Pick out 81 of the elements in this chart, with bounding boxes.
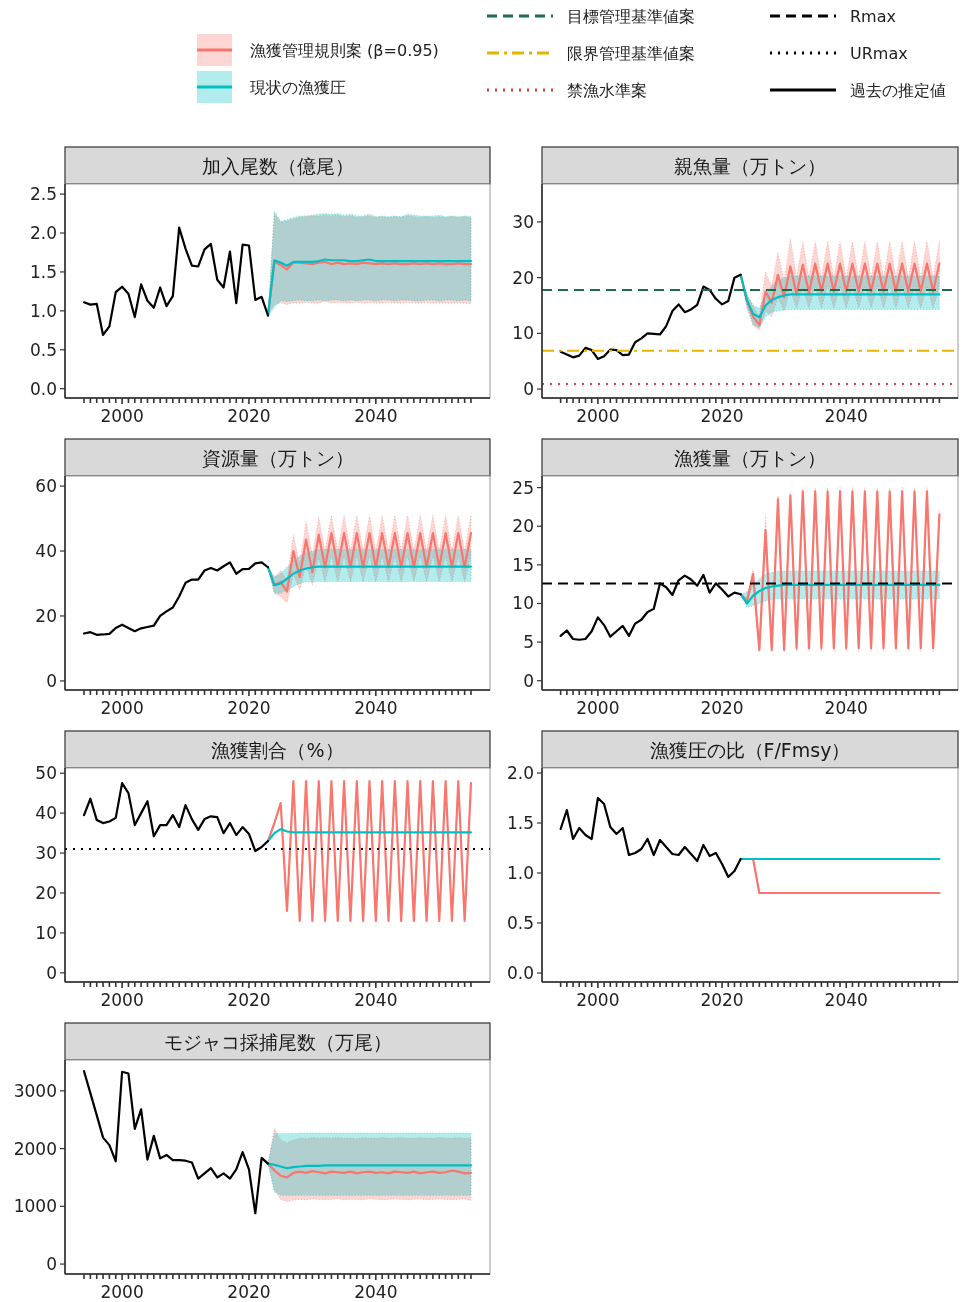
x-tick-label: 2040 [354,406,398,426]
x-tick-label: 2000 [100,406,144,426]
y-tick-label: 1000 [13,1196,57,1217]
y-tick-label: 1.0 [29,300,57,321]
y-tick-label: 0.0 [506,963,534,983]
x-tick-label: 2040 [354,990,398,1010]
x-tick-label: 2000 [100,698,144,718]
legend-label: 漁獲管理規則案 (β=0.95) [250,41,439,60]
y-tick-label: 15 [512,554,534,575]
y-tick-label: 25 [512,477,534,498]
chart-title: 漁獲割合（%） [211,739,344,761]
line-series [739,583,941,605]
x-tick-label: 2020 [700,990,744,1010]
legend-label: 現状の漁獲圧 [250,78,346,97]
chart-title: 加入尾数（億尾） [201,155,354,177]
chart-title: モジャコ採捕尾数（万尾） [163,1031,392,1053]
legend-label: Rmax [850,7,896,26]
x-tick-label: 2040 [824,406,868,426]
y-tick-label: 60 [35,476,57,497]
y-tick-label: 30 [35,843,57,864]
y-tick-label: 20 [35,605,57,626]
x-tick-label: 2020 [227,698,271,718]
y-tick-label: 1.5 [29,261,57,282]
x-tick-label: 2000 [576,406,620,426]
line-series [82,1070,270,1215]
y-tick-label: 10 [35,922,57,943]
y-tick-label: 0 [46,670,57,691]
x-tick-label: 2020 [700,406,744,426]
y-tick-label: 1.5 [506,813,534,833]
x-tick-label: 2020 [227,406,271,426]
x-tick-label: 2040 [824,698,868,718]
y-tick-label: 40 [35,541,57,562]
y-tick-label: 1.0 [506,863,534,883]
y-tick-label: 20 [512,267,534,288]
line-series [559,796,742,879]
y-tick-label: 0 [523,379,534,400]
x-tick-label: 2020 [227,990,271,1010]
x-tick-label: 2020 [227,1282,271,1302]
line-series [82,561,270,636]
legend-label: 禁漁水準案 [567,81,647,100]
legend-label: 過去の推定値 [850,81,946,100]
line-series [266,565,473,587]
chart-title: 資源量（万トン） [201,447,354,469]
y-tick-label: 5 [523,632,534,653]
y-tick-label: 10 [512,593,534,614]
y-tick-label: 2.0 [29,223,57,244]
line-series [739,273,941,319]
y-tick-label: 50 [35,763,57,784]
y-tick-label: 20 [35,882,57,903]
line-series [266,780,473,923]
chart-title: 親魚量（万トン） [674,155,826,177]
legend-label: 限界管理基準値案 [567,44,695,63]
x-tick-label: 2000 [576,698,620,718]
y-tick-label: 0.5 [29,339,57,360]
y-tick-label: 40 [35,803,57,824]
y-tick-label: 20 [512,516,534,537]
y-tick-label: 0.5 [506,913,534,933]
y-tick-label: 2.5 [29,184,57,205]
y-tick-label: 0 [46,962,57,983]
line-series [266,827,473,843]
y-tick-label: 0 [46,1254,57,1275]
x-tick-label: 2000 [100,990,144,1010]
x-tick-label: 2020 [700,698,744,718]
y-tick-label: 0.0 [29,378,57,399]
y-tick-label: 2000 [13,1138,57,1159]
line-series [266,1162,473,1179]
y-tick-label: 0 [523,670,534,691]
x-tick-label: 2000 [100,1282,144,1302]
chart-title: 漁獲圧の比（F/Fmsy） [649,739,851,761]
y-tick-label: 30 [512,211,534,232]
chart-title: 漁獲量（万トン） [674,447,826,469]
x-tick-label: 2000 [576,990,620,1010]
y-tick-label: 2.0 [506,763,534,783]
y-tick-label: 10 [512,323,534,344]
line-series [559,273,742,361]
y-tick-label: 3000 [13,1080,57,1101]
x-tick-label: 2040 [354,1282,398,1302]
legend-label: 目標管理基準値案 [567,7,695,26]
x-tick-label: 2040 [824,990,868,1010]
x-tick-label: 2040 [354,698,398,718]
legend-label: URmax [850,44,908,63]
